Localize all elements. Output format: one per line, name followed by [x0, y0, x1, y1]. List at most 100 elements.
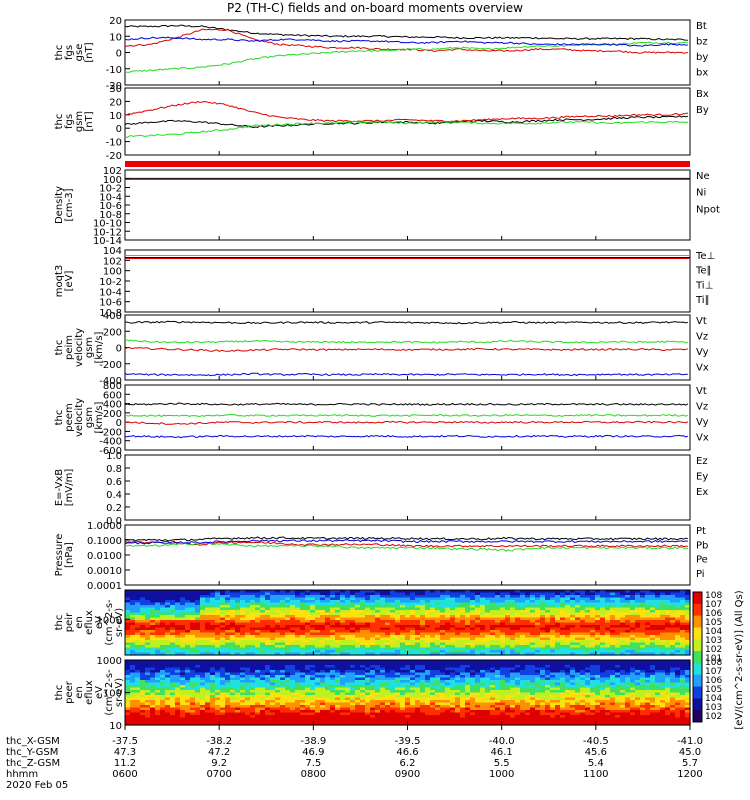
spectrogram-cell [570, 595, 576, 599]
spectrogram-cell [580, 602, 586, 606]
spectrogram-cell [630, 595, 636, 599]
spectrogram-cell [670, 590, 676, 594]
spectrogram-cell [425, 595, 431, 599]
spectrogram-cell [505, 597, 511, 601]
spectrogram-cell [380, 605, 386, 609]
spectrogram-cell [295, 597, 301, 601]
ylabel-text: [mV/m] [64, 469, 75, 507]
spectrogram-cell [590, 595, 596, 599]
spectrogram-cell [250, 602, 256, 606]
ylabel-text: gsm [74, 111, 85, 132]
spectrogram-cell [235, 590, 241, 594]
spectrogram-cell [670, 600, 676, 604]
spectrogram-cell [475, 590, 481, 594]
spectrogram-cell [220, 595, 226, 599]
spectrogram-cell [640, 595, 646, 599]
spectrogram-cell [160, 595, 166, 599]
spectrogram-cell [170, 592, 176, 596]
spectrogram-cell [205, 605, 211, 609]
y-tick-label: 0 [116, 344, 122, 355]
spectrogram-cell [355, 600, 361, 604]
spectrogram-cell [160, 605, 166, 609]
spectrogram-cell [505, 600, 511, 604]
y-tick-label: 400 [103, 311, 122, 322]
spectrogram-cell [485, 590, 491, 594]
spectrogram-cell [505, 590, 511, 594]
spectrogram-cell [625, 595, 631, 599]
spectrogram-cell [240, 597, 246, 601]
ylabel-text: gse [74, 44, 85, 62]
spectrogram-cell [565, 600, 571, 604]
spectrogram-cell [355, 595, 361, 599]
spectrogram-cell [140, 592, 146, 596]
y-tick-label: 600 [103, 390, 122, 401]
spectrogram-cell [235, 602, 241, 606]
spectrogram-cell [225, 590, 231, 594]
spectrogram-cell [125, 602, 131, 606]
spectrogram-cell [300, 597, 306, 601]
ylabel-text: peir [64, 612, 75, 632]
spectrogram-cell [600, 592, 606, 596]
spectrogram-cell [285, 602, 291, 606]
spectrogram-cell [645, 602, 651, 606]
spectrogram-cell [380, 590, 386, 594]
spectrogram-cell [635, 595, 641, 599]
y-tick-label: -10 [106, 138, 122, 149]
y-tick-label: 0.0 [106, 516, 122, 527]
spectrogram-cell [600, 590, 606, 594]
series-line-Pe [124, 542, 688, 552]
spectrogram-cell [350, 592, 356, 596]
spectrogram-cell [145, 592, 151, 596]
spectrogram-cell [455, 595, 461, 599]
spectrogram-cell [370, 595, 376, 599]
panel-frame [124, 384, 691, 451]
spectrogram-cell [625, 602, 631, 606]
spectrogram-cell [560, 595, 566, 599]
spectrogram-cell [370, 605, 376, 609]
spectrogram-cell [465, 597, 471, 601]
spectrogram-cell [220, 600, 226, 604]
spectrogram-cell [360, 592, 366, 596]
spectrogram-cell [185, 597, 191, 601]
spectrogram-cell [210, 592, 216, 596]
spectrogram-cell [495, 597, 501, 601]
ylabel-text: gsm [84, 337, 95, 358]
spectrogram-cell [475, 600, 481, 604]
legend-item: Vx [696, 432, 709, 443]
spectrogram-cell [430, 592, 436, 596]
spectrogram-cell [590, 600, 596, 604]
spectrogram-cell [270, 590, 276, 594]
spectrogram-cell [200, 602, 206, 606]
spectrogram-cell [655, 600, 661, 604]
spectrogram-cell [485, 600, 491, 604]
spectrogram-cell [155, 600, 161, 604]
spectrogram-cell [360, 605, 366, 609]
spectrogram-cell [655, 597, 661, 601]
spectrogram-cell [290, 605, 296, 609]
spectrogram-cell [255, 602, 261, 606]
y-tick-label: 0.0100 [87, 551, 122, 562]
legend-item: Ne [696, 171, 710, 182]
spectrogram-cell [510, 600, 516, 604]
spectrogram-cell [140, 595, 146, 599]
spectrogram-cell [330, 590, 336, 594]
spectrogram-cell [155, 590, 161, 594]
ylabel-text: eV [94, 616, 105, 629]
spectrogram-cell [510, 590, 516, 594]
spectrogram-cell [555, 590, 561, 594]
spectrogram-cell [270, 592, 276, 596]
spectrogram-cell [215, 597, 221, 601]
spectrogram-cell [600, 602, 606, 606]
spectrogram-cell [375, 590, 381, 594]
spectrogram-cell [230, 595, 236, 599]
spectrogram-cell [600, 597, 606, 601]
spectrogram-cell [180, 592, 186, 596]
spectrogram-cell [500, 595, 506, 599]
spectrogram-cell [315, 600, 321, 604]
spectrogram-cell [255, 592, 261, 596]
y-tick-label: 10-14 [93, 236, 122, 247]
y-tick-label: 1000 [97, 615, 122, 626]
spectrogram-cell [305, 595, 311, 599]
spectrogram-cell [470, 592, 476, 596]
spectrogram-cell [200, 595, 206, 599]
